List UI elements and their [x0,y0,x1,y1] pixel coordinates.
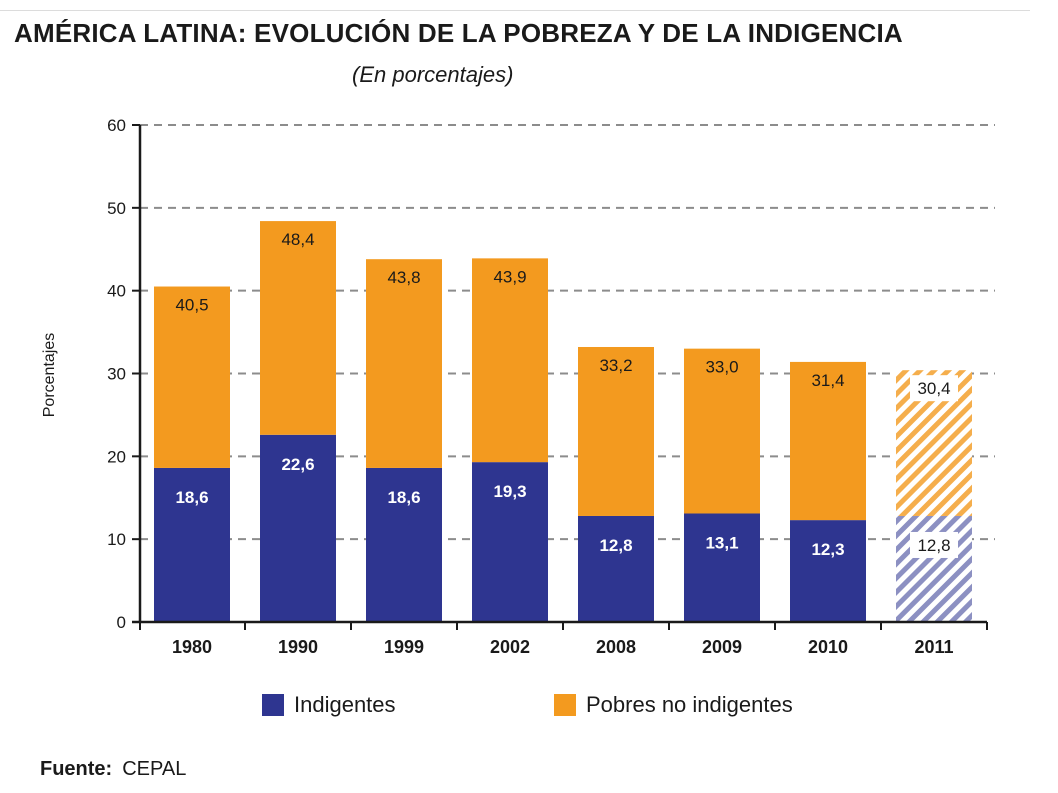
data-label-indigentes: 18,6 [387,488,420,507]
y-tick-label: 40 [107,282,126,301]
bar-indigentes [790,520,866,622]
legend-label-pobres: Pobres no indigentes [586,692,793,717]
data-label-indigentes: 19,3 [493,482,526,501]
source-value: CEPAL [122,758,187,780]
bar-pobres [366,259,442,468]
data-label-indigentes: 18,6 [175,488,208,507]
source-label: Fuente: [40,758,113,780]
x-tick-label: 2010 [808,637,848,657]
x-tick-label: 2002 [490,637,530,657]
x-tick-label: 1999 [384,637,424,657]
bar-pobres [578,346,654,516]
y-tick-label: 30 [107,365,126,384]
legend-swatch-pobres [554,694,576,716]
data-label-bg [910,375,958,402]
data-label-total: 33,0 [705,358,738,377]
source-note: Fuente: CEPAL [40,758,186,781]
data-label-total: 30,4 [917,379,950,398]
data-label-total: 48,4 [281,230,314,249]
data-label-indigentes: 12,8 [599,536,632,555]
bar-pobres [790,361,866,521]
data-label-indigentes: 13,1 [705,533,738,552]
legend-label-indigentes: Indigentes [294,692,396,717]
y-tick-label: 50 [107,199,126,218]
legend-item-indigentes: Indigentes [262,692,396,718]
data-label-total: 31,4 [811,371,844,390]
chart-title: AMÉRICA LATINA: EVOLUCIÓN DE LA POBREZA … [14,18,903,48]
x-tick-label: 1980 [172,637,212,657]
y-tick-label: 20 [107,447,126,466]
bar-indigentes [578,515,654,622]
bar-indigentes [366,467,442,622]
data-label-indigentes: 12,3 [811,540,844,559]
bar-pobres [684,348,760,514]
data-label-total: 40,5 [175,296,208,315]
bar-chart: 18,6 40,5 22,6 48,4 18,6 43,8 19,3 43,9 12,8 33,2… [41,116,995,657]
bar-pobres [260,221,336,435]
x-tick-label: 2008 [596,637,636,657]
x-tick-label: 1990 [278,637,318,657]
legend-item-pobres: Pobres no indigentes [554,692,793,718]
data-label-indigentes: 22,6 [281,455,314,474]
bar-pobres [472,258,548,463]
chart-subtitle: (En porcentajes) [352,62,514,87]
y-axis-label: Porcentajes [41,333,58,418]
bar-indigentes [684,513,760,622]
y-tick-label: 60 [107,116,126,135]
y-tick-label: 0 [117,613,126,632]
data-label-bg [910,531,958,558]
bar-indigentes [260,434,336,622]
data-label-total: 43,8 [387,268,420,287]
bar-indigentes [154,467,230,622]
x-tick-label: 2009 [702,637,742,657]
bar-indigentes [896,515,972,622]
data-label-total: 33,2 [599,356,632,375]
x-tick-label: 2011 [914,637,953,657]
bar-pobres [154,286,230,468]
y-tick-label: 10 [107,530,126,549]
data-label-total: 43,9 [493,267,526,286]
top-rule [0,10,1030,11]
bar-indigentes [472,462,548,622]
data-label-indigentes: 12,8 [917,536,950,555]
legend-swatch-indigentes [262,694,284,716]
